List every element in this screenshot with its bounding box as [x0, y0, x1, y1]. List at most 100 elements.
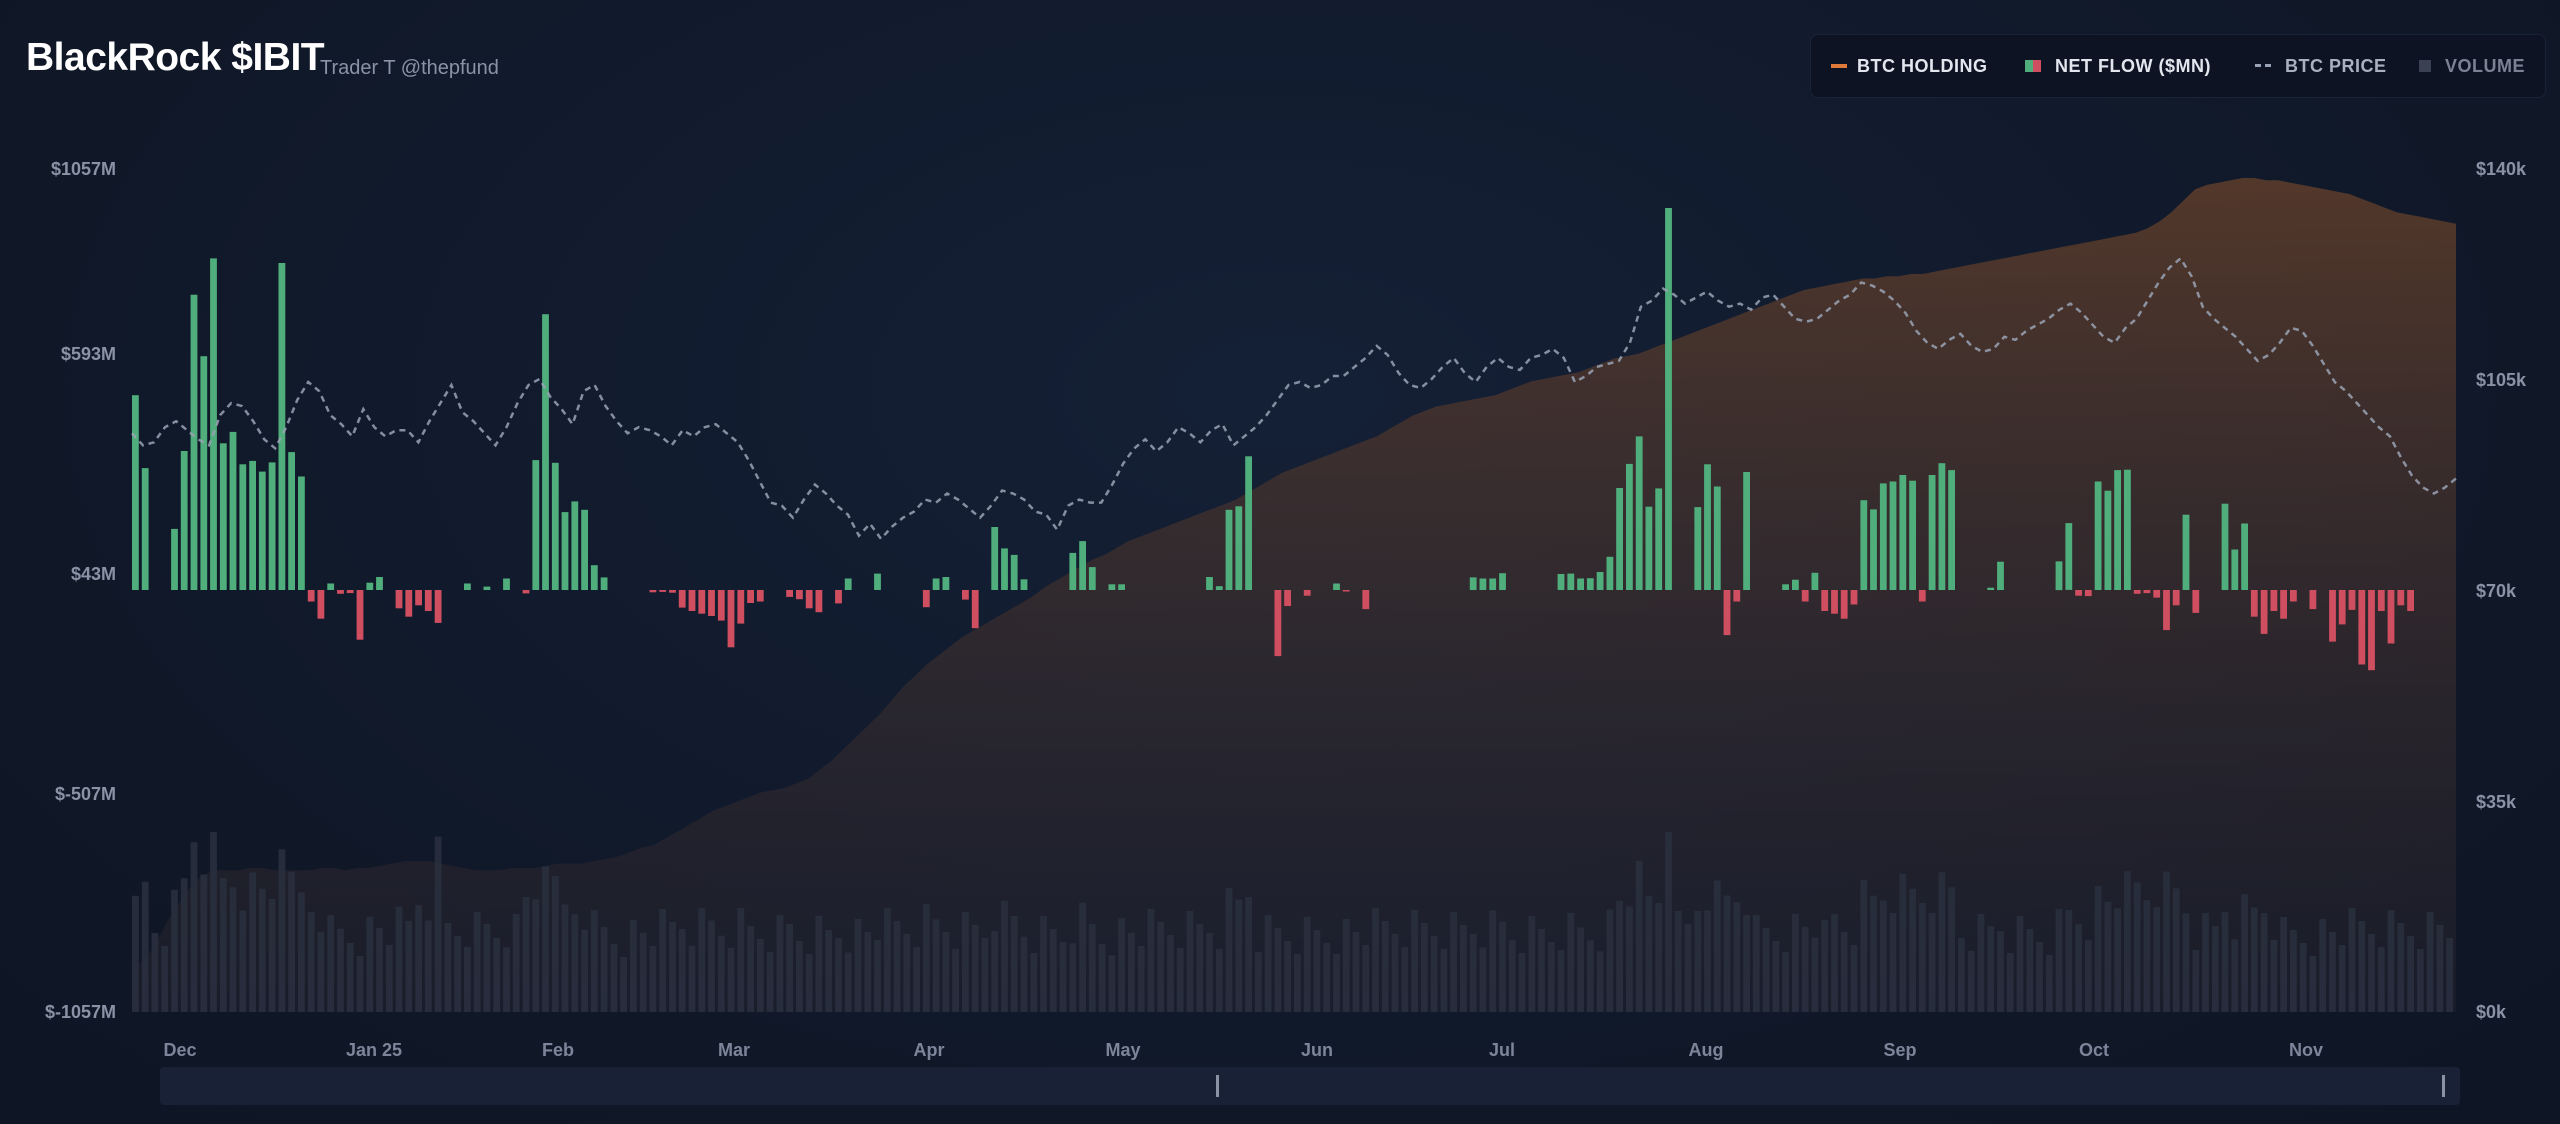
net-inflow-bar — [1001, 548, 1008, 590]
volume-bar — [913, 947, 920, 1012]
volume-bar — [1733, 902, 1741, 1012]
net-outflow-bar — [2280, 590, 2287, 619]
net-inflow-bar — [2182, 514, 2190, 590]
volume-bar — [1557, 950, 1565, 1012]
net-inflow-bar — [1469, 577, 1477, 590]
net-outflow-bar — [2084, 590, 2092, 597]
volume-bar — [1254, 952, 1262, 1012]
volume-bar — [2338, 945, 2346, 1012]
volume-bar — [1811, 937, 1819, 1012]
volume-bar — [1030, 953, 1038, 1012]
volume-bar — [1499, 921, 1506, 1012]
net-inflow-bar — [1596, 572, 1604, 590]
volume-bar — [2221, 911, 2229, 1012]
net-inflow-bar — [229, 431, 237, 590]
volume-bar — [2192, 950, 2200, 1012]
volume-bar — [298, 892, 305, 1012]
volume-bar — [2016, 916, 2024, 1012]
volume-bar — [1098, 944, 1106, 1012]
net-inflow-bar — [1870, 509, 1877, 590]
legend-item-btc-holding[interactable]: BTC HOLDING — [1831, 35, 2011, 97]
volume-bar — [1704, 910, 1711, 1012]
volume-bar — [2309, 956, 2317, 1012]
net-outflow-bar — [522, 590, 530, 594]
volume-bar — [1694, 911, 1702, 1012]
net-inflow-bar — [844, 578, 852, 590]
net-inflow-bar — [1889, 481, 1897, 590]
volume-bar — [356, 956, 364, 1012]
net-outflow-bar — [337, 590, 344, 594]
net-outflow-bar — [2338, 590, 2346, 625]
volume-bar — [815, 915, 823, 1012]
volume-bar — [464, 947, 471, 1012]
volume-bar — [317, 931, 325, 1012]
net-outflow-bar — [2143, 590, 2151, 594]
volume-bar — [1420, 923, 1428, 1012]
x-axis-tick: Nov — [2289, 1040, 2323, 1060]
volume-bar — [239, 910, 247, 1012]
volume-bar — [600, 927, 608, 1012]
net-outflow-bar — [2290, 590, 2297, 602]
volume-bar — [542, 866, 549, 1012]
volume-bar — [2202, 913, 2209, 1012]
page-subtitle: Trader T @thepfund — [320, 57, 499, 79]
volume-bar — [366, 916, 374, 1012]
left-axis-tick: $593M — [61, 344, 116, 364]
net-outflow-bar — [395, 590, 403, 609]
legend-item-volume[interactable]: VOLUME — [2419, 35, 2539, 97]
net-inflow-bar — [1489, 578, 1497, 590]
volume-bar — [1059, 942, 1067, 1012]
legend-item-net-flow[interactable]: NET FLOW ($MN) — [2025, 35, 2240, 97]
volume-bar — [307, 912, 315, 1012]
net-inflow-bar — [210, 258, 217, 590]
volume-bar — [1879, 900, 1887, 1012]
net-inflow-bar — [2231, 549, 2239, 590]
net-inflow-bar — [1225, 509, 1233, 590]
volume-bar — [424, 920, 432, 1012]
net-outflow-bar — [1831, 590, 1838, 614]
volume-bar — [2329, 932, 2336, 1012]
net-outflow-bar — [698, 590, 706, 614]
right-axis-tick: $140k — [2476, 159, 2527, 179]
volume-bar — [1137, 946, 1145, 1012]
volume-bar — [1801, 926, 1809, 1012]
volume-bar — [1831, 914, 1838, 1012]
net-inflow-bar — [542, 314, 549, 590]
legend-label-btc-price: BTC PRICE — [2285, 56, 2387, 76]
net-inflow-bar — [1235, 506, 1243, 590]
net-inflow-bar — [239, 464, 247, 590]
range-handle-right[interactable] — [2442, 1075, 2445, 1097]
volume-bar — [1772, 941, 1780, 1012]
volume-bar — [1997, 931, 2004, 1012]
volume-bar — [1391, 934, 1399, 1012]
net-inflow-bar — [2221, 503, 2229, 590]
volume-bar — [249, 872, 256, 1012]
range-handle-left[interactable] — [1216, 1075, 1219, 1097]
volume-bar — [669, 922, 676, 1012]
legend-swatch-btc-holding — [1831, 64, 1847, 68]
net-inflow-bar — [1782, 584, 1789, 590]
range-scrollbar[interactable] — [160, 1067, 2460, 1105]
x-axis-tick: Mar — [718, 1040, 750, 1060]
net-inflow-bar — [1792, 579, 1799, 590]
volume-bar — [2143, 900, 2151, 1012]
net-inflow-bar — [483, 586, 491, 590]
volume-bar — [2036, 942, 2043, 1012]
legend-swatch-net-flow-in — [2025, 60, 2033, 72]
volume-bar — [2182, 913, 2190, 1012]
volume-bars — [132, 832, 2453, 1012]
volume-bar — [2290, 930, 2297, 1012]
volume-bar — [1840, 932, 1848, 1012]
volume-bar — [1020, 936, 1028, 1012]
net-inflow-bar — [1206, 577, 1213, 590]
net-outflow-bar — [815, 590, 823, 613]
left-axis-tick: $-507M — [55, 784, 116, 804]
volume-bar — [620, 957, 627, 1012]
net-outflow-bar — [659, 590, 667, 592]
legend-item-btc-price[interactable]: BTC PRICE — [2255, 35, 2405, 97]
net-inflow-bar — [1909, 480, 1916, 590]
volume-bar — [796, 941, 803, 1012]
volume-bar — [1928, 912, 1936, 1012]
volume-bar — [590, 910, 598, 1012]
